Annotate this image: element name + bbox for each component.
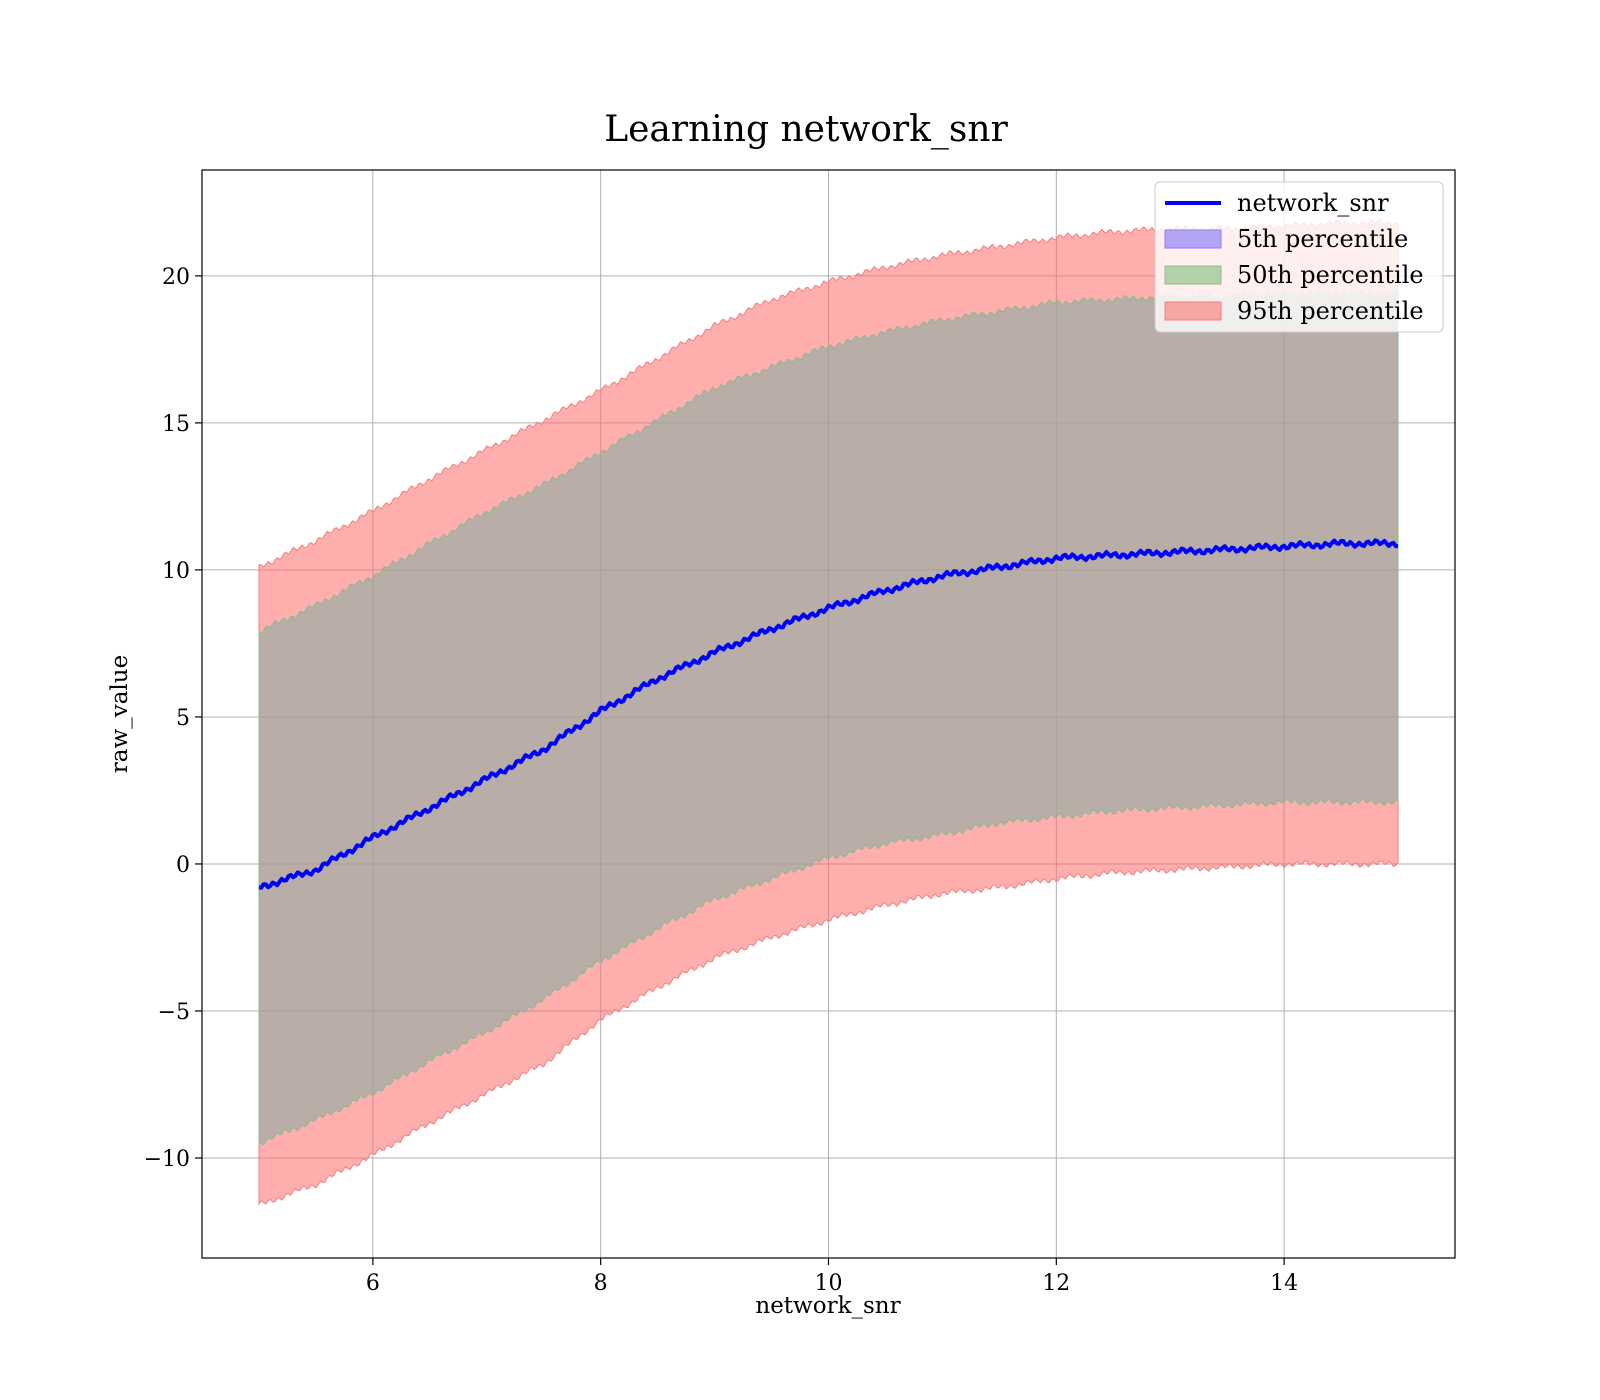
bands <box>258 219 1399 1206</box>
legend-label-2: 50th percentile <box>1237 261 1424 289</box>
x-tick-label-0: 6 <box>366 1271 380 1296</box>
legend-swatch-1 <box>1164 229 1222 249</box>
legend-swatch-2 <box>1164 265 1222 285</box>
y-tick-label-2: 0 <box>176 853 190 878</box>
y-tick-label-6: 20 <box>162 265 190 290</box>
legend-box <box>1154 181 1444 333</box>
y-tick-label-4: 10 <box>162 559 190 584</box>
y-tick-label-5: 15 <box>162 412 190 437</box>
x-tick-label-4: 14 <box>1270 1271 1298 1296</box>
y-tick-label-1: −5 <box>158 1000 190 1025</box>
x-axis-ticks: 6 8 10 12 14 <box>366 1258 1298 1296</box>
y-tick-label-0: −10 <box>144 1147 190 1172</box>
y-axis-label: raw_value <box>107 655 133 773</box>
y-tick-label-3: 5 <box>176 706 190 731</box>
band-50th-percentile <box>258 289 1399 1146</box>
x-axis-label: network_snr <box>755 1293 900 1319</box>
series-lines <box>258 538 1399 890</box>
x-tick-label-2: 10 <box>815 1271 843 1296</box>
legend-label-1: 5th percentile <box>1237 225 1408 253</box>
y-axis-ticks: −10 −5 0 5 10 15 20 <box>144 265 202 1172</box>
legend-swatch-3 <box>1164 301 1222 321</box>
band-5th-percentile <box>259 290 1398 1145</box>
series-line-network-snr <box>258 538 1399 890</box>
chart-title: Learning network_snr <box>604 109 1008 150</box>
legend: network_snr 5th percentile 50th percentile… <box>1154 181 1444 333</box>
x-tick-label-3: 12 <box>1042 1271 1070 1296</box>
legend-label-0: network_snr <box>1237 189 1389 217</box>
x-tick-label-1: 8 <box>594 1271 608 1296</box>
legend-label-3: 95th percentile <box>1237 297 1424 325</box>
